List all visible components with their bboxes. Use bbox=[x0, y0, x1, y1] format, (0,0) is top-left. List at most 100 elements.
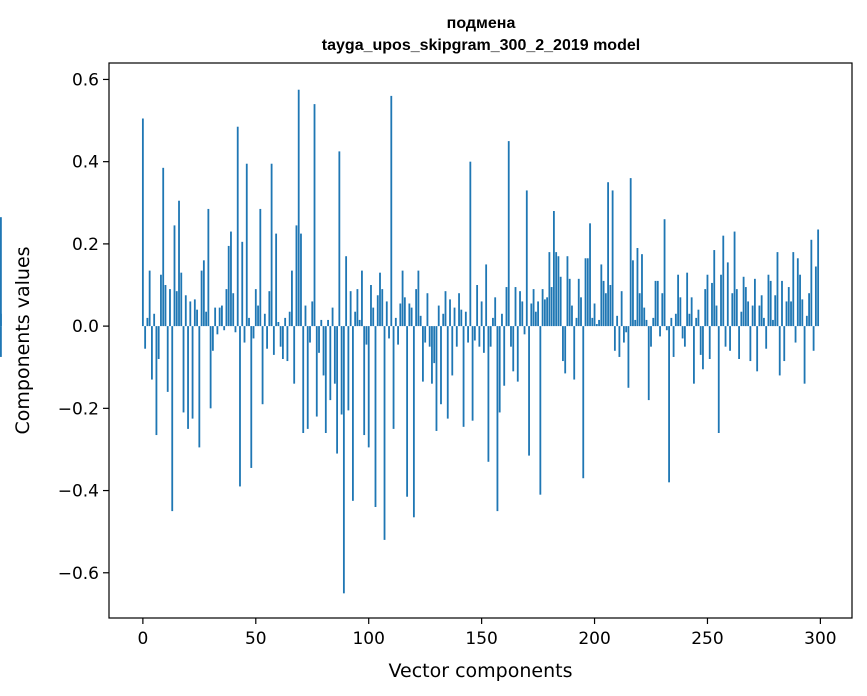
bar-278 bbox=[769, 280, 772, 327]
bar-145 bbox=[469, 161, 472, 327]
bar-162 bbox=[507, 141, 510, 327]
bar-148 bbox=[476, 285, 479, 327]
bar-141 bbox=[460, 309, 463, 327]
bar-194 bbox=[580, 297, 582, 327]
bar-undefined bbox=[0, 313, 2, 327]
bar-222 bbox=[643, 307, 646, 327]
bar-2 bbox=[146, 317, 149, 327]
bar-165 bbox=[514, 287, 517, 327]
bar-87 bbox=[338, 151, 341, 327]
bar-67 bbox=[293, 326, 296, 384]
bar-180 bbox=[548, 252, 551, 327]
bars-group bbox=[0, 89, 820, 594]
bar-272 bbox=[756, 326, 759, 372]
bar-235 bbox=[672, 326, 675, 357]
bar-109 bbox=[388, 326, 390, 339]
bar-133 bbox=[442, 313, 445, 327]
bar-78 bbox=[318, 326, 320, 353]
bar-6 bbox=[155, 326, 158, 436]
y-tick-label: −0.4 bbox=[58, 482, 99, 502]
bar-198 bbox=[589, 223, 591, 327]
bar-1 bbox=[144, 326, 147, 349]
bar-253 bbox=[713, 250, 716, 327]
bar-297 bbox=[812, 326, 815, 351]
y-axis-label: Components values bbox=[12, 246, 34, 434]
bar-193 bbox=[577, 278, 580, 327]
bar-265 bbox=[740, 311, 743, 327]
bar-256 bbox=[720, 274, 722, 327]
bar-206 bbox=[607, 182, 609, 327]
bar-172 bbox=[530, 303, 533, 327]
bar-73 bbox=[306, 326, 309, 429]
bar-240 bbox=[683, 326, 686, 347]
bar-299 bbox=[817, 229, 820, 327]
bar-219 bbox=[636, 248, 639, 327]
bar-264 bbox=[738, 326, 740, 359]
y-tick-label: 0.6 bbox=[72, 70, 99, 90]
bar-175 bbox=[537, 301, 539, 327]
x-tick-label: 0 bbox=[137, 629, 148, 649]
bar-30 bbox=[209, 326, 212, 409]
bar-88 bbox=[340, 326, 343, 415]
bar-64 bbox=[286, 326, 289, 362]
bar-289 bbox=[794, 326, 797, 343]
bar-53 bbox=[261, 326, 264, 405]
bar-261 bbox=[731, 293, 734, 327]
bar-66 bbox=[291, 270, 293, 327]
bar-257 bbox=[722, 235, 725, 327]
bar-14 bbox=[173, 225, 176, 327]
x-tick-label: 100 bbox=[352, 629, 384, 649]
bar-254 bbox=[715, 305, 718, 327]
bar-101 bbox=[370, 285, 372, 327]
bar-74 bbox=[309, 326, 311, 343]
bar-152 bbox=[485, 264, 488, 327]
bar-85 bbox=[333, 326, 336, 384]
bar-40 bbox=[232, 293, 235, 327]
bar-151 bbox=[482, 326, 485, 353]
bar-19 bbox=[184, 295, 187, 327]
bar-294 bbox=[805, 315, 808, 327]
bar-220 bbox=[638, 293, 641, 327]
bar-295 bbox=[808, 293, 810, 327]
bar-132 bbox=[440, 326, 442, 405]
bar-12 bbox=[169, 289, 171, 327]
bar-104 bbox=[376, 295, 379, 327]
bar-128 bbox=[431, 326, 433, 384]
bar-170 bbox=[525, 190, 528, 327]
bar-250 bbox=[706, 274, 709, 327]
bar-70 bbox=[300, 233, 302, 327]
bar-177 bbox=[541, 289, 544, 327]
bar-26 bbox=[200, 270, 203, 327]
bar-273 bbox=[758, 305, 761, 327]
bar-55 bbox=[266, 326, 268, 349]
bar-158 bbox=[498, 326, 501, 413]
bar-81 bbox=[324, 326, 327, 433]
bar-287 bbox=[790, 301, 792, 327]
bar-210 bbox=[616, 315, 619, 327]
bar-108 bbox=[385, 301, 388, 327]
bar-233 bbox=[668, 326, 670, 483]
bar-49 bbox=[252, 326, 255, 339]
bar-290 bbox=[796, 258, 799, 327]
bar-11 bbox=[166, 326, 169, 392]
bar-102 bbox=[372, 307, 375, 327]
bar-5 bbox=[153, 313, 156, 327]
bar-249 bbox=[704, 289, 707, 327]
x-tick-label: 300 bbox=[804, 629, 836, 649]
bar-215 bbox=[627, 326, 630, 388]
bar-91 bbox=[347, 326, 350, 411]
bar-47 bbox=[248, 317, 250, 327]
bar-171 bbox=[528, 326, 530, 456]
bar-207 bbox=[609, 285, 612, 327]
bar-82 bbox=[327, 319, 329, 327]
bar-undefined bbox=[0, 217, 2, 327]
bar-280 bbox=[774, 295, 777, 327]
bar-121 bbox=[415, 289, 418, 327]
bar-18 bbox=[182, 326, 185, 413]
bar-234 bbox=[670, 317, 673, 327]
bar-50 bbox=[254, 289, 257, 327]
bar-189 bbox=[568, 278, 571, 327]
bar-224 bbox=[647, 326, 650, 401]
bar-274 bbox=[760, 295, 763, 327]
y-axis-ticks: −0.6 −0.4 −0.2 0.0 0.2 0.4 0.6 bbox=[58, 70, 109, 584]
